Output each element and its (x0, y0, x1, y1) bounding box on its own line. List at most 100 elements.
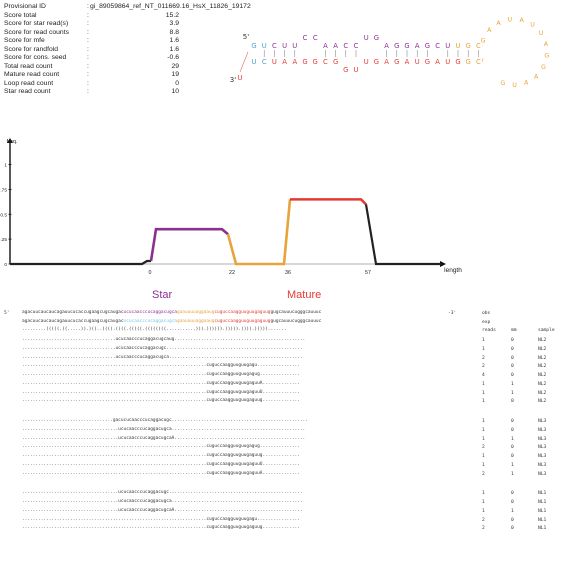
summary-value: gi_89059864_ref_NT_011669.16_HsX_11826_1… (90, 3, 251, 10)
hairpin-base-top: U (262, 42, 267, 50)
hairpin-base-top: A (415, 42, 420, 50)
hairpin-base-bottom: A (292, 58, 297, 66)
summary-value: 29 (171, 62, 179, 70)
hairpin-base-bottom: A (435, 58, 440, 66)
expected-segment: ucucaacccucaggacugca (123, 319, 177, 324)
read-sequence: ....................................ucuc… (22, 490, 303, 496)
three-prime-marker: -3' (448, 311, 457, 316)
profile-loop-segment (226, 199, 292, 266)
mismatch-count: 1 (511, 508, 514, 514)
x-tick-label: 22 (229, 270, 235, 276)
summary-row: Mature read count: 19 (4, 71, 179, 80)
hairpin-base-top: C (303, 34, 308, 42)
hairpin-base-top: G (425, 42, 430, 50)
read-count: 1 (482, 500, 485, 505)
expected-segment: cuguccaagguuguugaguug (214, 319, 271, 324)
mismatch-count: 0 (511, 399, 514, 405)
read-sequence: ...................................ucuca… (22, 345, 303, 351)
summary-value: 15.2 (165, 11, 179, 19)
profile-mature-segment (290, 198, 367, 206)
read-count: 1 (482, 346, 485, 352)
loop-base: U (530, 22, 535, 29)
hairpin-base-top: U (282, 42, 287, 50)
hairpin-base-bottom: C (323, 58, 328, 66)
hairpin-base-bottom: G (374, 58, 379, 66)
expected-segment: gaauauuaggaaug (176, 319, 215, 324)
mismatch-count: 1 (511, 381, 514, 387)
hairpin-base-top: G (466, 42, 471, 50)
profile-flank-left (10, 259, 151, 266)
read-count: 1 (482, 399, 485, 405)
loop-base: U (539, 30, 544, 37)
sample-name: NL2 (538, 338, 547, 343)
expected-sequence: agacuucaucaucagauucucaccugaagcugcaugacuc… (22, 319, 321, 325)
hairpin-base-top: U (292, 42, 297, 50)
read-count: 2 (482, 364, 485, 370)
summary-label: Star read count (4, 88, 51, 95)
read-sequence: ...................................ucuca… (22, 337, 306, 342)
summary-separator: : (87, 79, 89, 87)
read-sequence: ....................................ucuc… (22, 426, 306, 432)
read-count: 1 (482, 454, 485, 459)
hairpin-base-top: C (272, 42, 277, 50)
hairpin-base-bottom: G (455, 58, 460, 66)
hairpin-structure: 5'3'G U C U UC CA A C CU GA G G A G C U U G CU C U A A G G C GG UU G… (230, 16, 550, 89)
hairpin-base-bottom: G (466, 58, 471, 66)
summary-value: 8.8 (169, 28, 179, 36)
summary-row: Score for randfold: 1.6 (4, 46, 179, 55)
read-count: 2 (482, 355, 485, 361)
x-tick-label: 36 (285, 270, 291, 276)
hairpin-base-top: A (333, 42, 338, 50)
read-sequence: ....................................ucuc… (22, 499, 303, 504)
x-axis-arrow-icon (440, 261, 446, 267)
summary-separator: : (87, 71, 89, 78)
read-sequence: ........................................… (22, 525, 300, 531)
summary-separator: : (87, 11, 89, 19)
summary-value: 1.6 (169, 45, 179, 53)
hairpin-base-bottom: U (415, 58, 420, 66)
precursor-segment: gugcauuucugggcauuuc (270, 310, 322, 315)
x-tick-label: 0 (149, 270, 152, 276)
read-sequence: ........................................… (22, 461, 300, 467)
read-count: 1 (482, 491, 485, 497)
precursor-segment: gaauauuaggaaug (176, 310, 215, 315)
sample-name: NL1 (538, 500, 547, 505)
hairpin-base-top: G (404, 42, 409, 50)
summary-label: Score for read counts (4, 28, 69, 36)
sample-header: sample (538, 328, 555, 333)
sample-name: NL3 (538, 471, 547, 477)
sample-name: NL2 (538, 346, 547, 352)
read-sequence: ........................................… (22, 380, 300, 386)
loop-base: G (544, 53, 549, 60)
mature-label: Mature (287, 289, 322, 301)
hairpin-base-bottom: A (282, 58, 287, 66)
expected-segment: agacuucaucaucagauucucaccugaagcugcaugac (22, 319, 124, 324)
summary-separator: : (87, 37, 89, 44)
y-tick-label: 0 (4, 262, 7, 268)
summary-label: Score total (4, 11, 37, 19)
hairpin-base-bottom: G (425, 58, 430, 66)
loop-base: A (520, 17, 525, 24)
read-count: 2 (482, 526, 485, 532)
read-count: 2 (482, 517, 485, 523)
loop-base: G (481, 37, 486, 44)
hairpin-base-bottom: G (333, 58, 338, 66)
precursor-sequence: agacuucaucaucagauucucaccugaagcugcaugacuc… (22, 310, 321, 316)
read-sequence: ...................................ucuca… (22, 354, 303, 360)
profile-flank-right (364, 204, 441, 266)
hairpin-base-top: C (476, 42, 481, 50)
y-axis-arrow-icon (7, 138, 13, 143)
sample-name: NL3 (538, 419, 547, 424)
sample-name: NL3 (538, 427, 547, 433)
loop-base: A (487, 27, 492, 34)
y-tick-label: 0.5 (0, 212, 7, 218)
hairpin-base-bottom: G (343, 66, 348, 74)
sample-name: NL2 (538, 399, 547, 405)
exp-label: exp (482, 320, 491, 325)
summary-label: Mature read count (4, 71, 60, 78)
loop-base: A (534, 73, 539, 80)
hairpin-base-top: G (394, 42, 399, 50)
summary-separator: : (87, 45, 89, 53)
hairpin-base-bottom: A (384, 58, 389, 66)
summary-value: 3.9 (169, 20, 179, 27)
